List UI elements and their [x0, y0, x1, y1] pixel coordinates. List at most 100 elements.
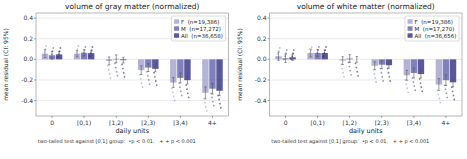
error-bar [211, 83, 213, 94]
bar [321, 53, 327, 59]
data-point [355, 67, 357, 69]
y-tick-label: -0.2 [21, 76, 33, 83]
data-point [316, 52, 318, 54]
data-point [451, 86, 453, 88]
data-point [437, 89, 439, 91]
data-point [142, 86, 144, 88]
data-point [89, 55, 91, 57]
legend-swatch [408, 26, 413, 31]
data-point [186, 88, 188, 90]
data-point [374, 77, 376, 79]
data-point [445, 88, 447, 90]
error-bar [140, 66, 142, 75]
x-tick-label: 0 [50, 119, 54, 126]
legend-label: F (n=19,386) [181, 19, 219, 25]
data-point [340, 64, 342, 66]
error-bar [381, 61, 383, 69]
x-tick-label: [3,4) [407, 119, 421, 126]
grid-line [36, 79, 229, 80]
legend: F (n=19,386)M (n=17,272)All (n=36,658) [172, 16, 226, 41]
data-point [110, 77, 112, 79]
data-point [348, 66, 350, 68]
error-bar [186, 76, 188, 84]
grid-line [270, 79, 463, 80]
y-tick-label: -0.4 [21, 97, 33, 104]
data-point [438, 98, 440, 100]
data-point [107, 65, 109, 67]
data-point [324, 49, 326, 51]
data-point [323, 55, 325, 57]
data-point [356, 71, 358, 73]
legend-label: All (n=36,656) [415, 33, 457, 39]
data-point [45, 45, 47, 47]
data-point [77, 45, 79, 47]
grid-line [36, 59, 229, 60]
data-point [388, 76, 390, 78]
data-point [116, 71, 118, 73]
data-point [172, 91, 174, 93]
data-point [156, 84, 158, 86]
data-point [171, 87, 173, 89]
chart-title: volume of white matter (normalized) [297, 2, 435, 11]
data-point [124, 76, 126, 78]
data-point [187, 92, 189, 94]
y-tick-label: -0.2 [255, 76, 267, 83]
error-bar [147, 64, 149, 72]
error-bar [83, 50, 85, 56]
x-tick-label: [0,1) [311, 119, 325, 126]
data-point [148, 79, 150, 81]
data-point [292, 52, 294, 54]
data-point [59, 50, 61, 52]
error-bar [413, 68, 415, 78]
data-point [178, 82, 180, 84]
data-point [51, 53, 53, 55]
data-point [413, 85, 415, 87]
data-point [413, 81, 415, 83]
data-point [323, 52, 325, 54]
data-point [77, 48, 79, 50]
data-point [405, 83, 407, 85]
data-point [91, 49, 93, 51]
x-tick-label: [2,3) [141, 119, 155, 126]
data-point [174, 100, 176, 102]
error-bar [445, 75, 447, 86]
data-point [388, 72, 390, 74]
data-point [153, 72, 155, 74]
data-point [140, 78, 142, 80]
error-bar [452, 78, 454, 87]
legend-swatch [174, 26, 179, 31]
data-point [446, 97, 448, 99]
data-point [146, 71, 148, 73]
marks [42, 45, 223, 112]
legend-label: All (n=36,658) [181, 33, 223, 39]
data-point [421, 90, 423, 92]
data-point [109, 73, 111, 75]
data-point [82, 55, 84, 57]
data-point [285, 52, 287, 54]
chart-canvas: -0.4-0.20.00.20.40[0,1)[1,2)[2,3)[3,4)4+… [0, 0, 467, 159]
data-point [348, 62, 350, 64]
error-bar [438, 79, 440, 91]
error-bar [115, 55, 117, 63]
data-point [405, 79, 407, 81]
data-point [290, 58, 292, 60]
data-point [84, 49, 86, 51]
data-point [420, 86, 422, 88]
data-point [342, 72, 344, 74]
legend-label: M (n=17,272) [181, 26, 221, 32]
data-point [276, 56, 278, 58]
error-bar [204, 87, 206, 99]
data-point [381, 76, 383, 78]
data-point [452, 90, 454, 92]
error-bar [349, 55, 351, 63]
error-bar [406, 70, 408, 80]
data-point [76, 51, 78, 53]
data-point [277, 53, 279, 55]
y-tick-label: 0.0 [257, 55, 267, 62]
data-point [213, 105, 215, 107]
data-point [412, 77, 414, 79]
data-point [211, 97, 213, 99]
y-tick-label: -0.4 [255, 97, 267, 104]
marks [275, 46, 456, 103]
data-point [350, 74, 352, 76]
